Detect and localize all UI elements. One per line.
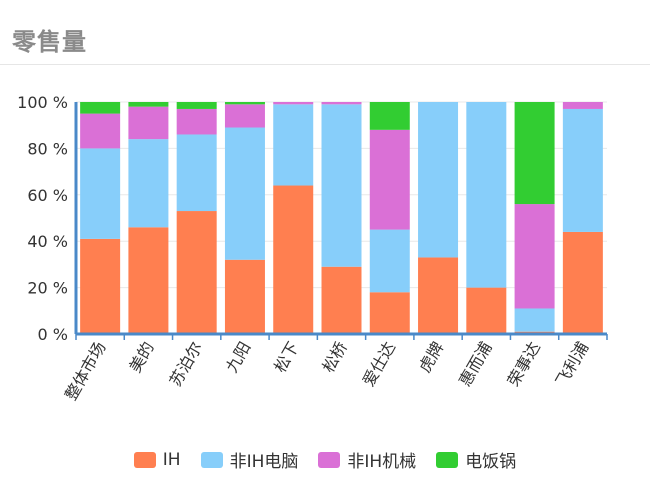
y-tick-label: 80 % [27, 139, 68, 158]
bar-segment [80, 102, 121, 114]
legend-swatch-non-ih-electronic [200, 451, 223, 468]
x-category-label: 爱仕达 [359, 339, 399, 390]
legend-swatch-rice-cooker [436, 451, 459, 468]
bar-segment [369, 229, 410, 293]
y-tick-label: 60 % [27, 186, 68, 205]
bar-segment [224, 102, 265, 105]
legend-item-ih[interactable]: IH [133, 449, 181, 470]
bar-segment [176, 211, 217, 334]
bar-segment [562, 108, 603, 232]
legend-item-rice-cooker[interactable]: 电饭锅 [436, 447, 516, 472]
bar-segment [466, 102, 507, 288]
legend-swatch-non-ih-mechanical [318, 451, 341, 468]
bar-segment [80, 238, 121, 334]
legend: IH 非IH电脑 非IH机械 电饭锅 [0, 447, 650, 472]
legend-label-non-ih-mechanical: 非IH机械 [347, 452, 417, 472]
legend-item-non-ih-electronic[interactable]: 非IH电脑 [200, 447, 299, 472]
y-tick-label: 40 % [27, 232, 68, 251]
bar-segment [176, 108, 217, 135]
bar-segment [224, 259, 265, 334]
bar-segment [128, 227, 169, 334]
bar-segment [128, 106, 169, 140]
x-category-label: 荣事达 [504, 339, 544, 390]
title-divider [0, 64, 650, 65]
bar-segment [562, 231, 603, 334]
x-category-label: 苏泊尔 [166, 339, 206, 390]
bar-segment [80, 113, 121, 149]
bar-segment [321, 266, 362, 334]
bar-segment [418, 102, 459, 258]
x-category-label: 九阳 [222, 339, 254, 376]
legend-item-non-ih-mechanical[interactable]: 非IH机械 [318, 447, 416, 472]
x-category-label: 松桥 [319, 339, 351, 376]
bar-segment [369, 129, 410, 230]
bar-segment [514, 102, 555, 205]
bar-segment [128, 139, 169, 228]
bar-segment [176, 102, 217, 109]
x-category-label: 整体市场 [61, 339, 109, 404]
bar-segment [369, 292, 410, 334]
bar-segment [80, 148, 121, 239]
legend-swatch-ih [133, 451, 156, 468]
bar-segment [176, 134, 217, 212]
bar-segment [273, 185, 314, 334]
bar-segment [562, 102, 603, 109]
x-category-label: 松下 [270, 339, 302, 376]
bar-segment [514, 308, 555, 332]
bar-segment [321, 102, 362, 105]
x-category-label: 美的 [125, 339, 157, 376]
y-tick-label: 20 % [27, 279, 68, 298]
bar-segment [128, 102, 169, 107]
chart-title: 零售量 [12, 28, 87, 56]
bar-segment [321, 104, 362, 267]
y-tick-label: 0 % [38, 325, 68, 344]
legend-label-rice-cooker: 电饭锅 [465, 452, 517, 472]
stacked-bar-chart: 0 % 20 % 40 % 60 % 80 % 100 % 整体市场 美的 苏泊尔 九阳 松下 松桥爱… [17, 93, 608, 404]
bar-segment [273, 102, 314, 105]
legend-label-ih: IH [162, 449, 181, 470]
bar-segment [224, 104, 265, 128]
x-category-label: 虎牌 [415, 339, 447, 376]
y-tick-label: 100 % [17, 93, 68, 112]
bar-segment [273, 104, 314, 186]
bar-segment [224, 127, 265, 260]
legend-label-non-ih-electronic: 非IH电脑 [229, 452, 299, 472]
bar-segment [418, 257, 459, 334]
bar-segment [369, 102, 410, 130]
x-category-label: 惠而浦 [455, 339, 495, 390]
bar-segment [514, 204, 555, 309]
bar-segment [466, 287, 507, 334]
x-category-label: 飞利浦 [552, 339, 592, 390]
